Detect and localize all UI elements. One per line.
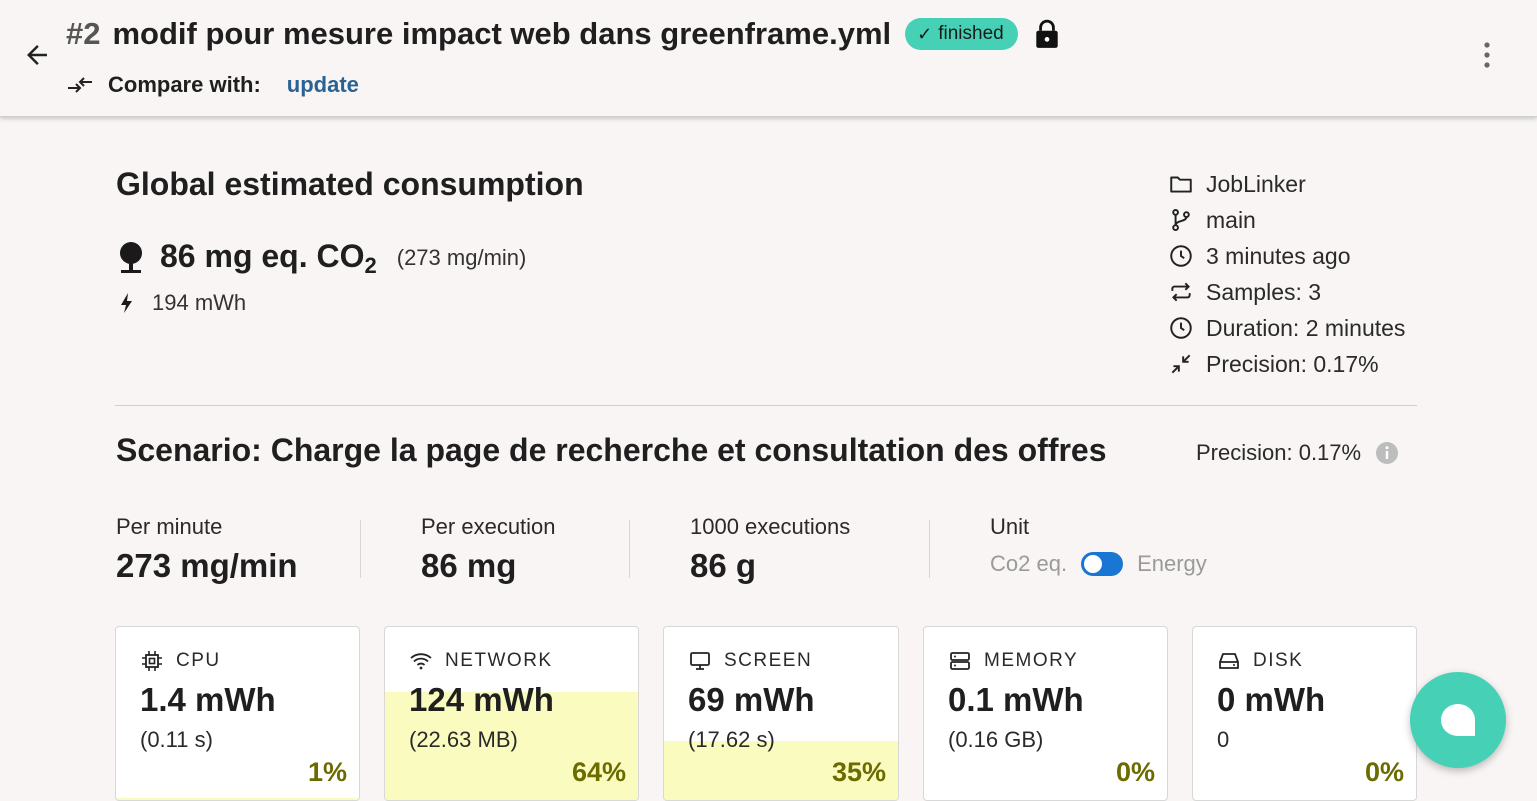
co2-rate: (273 mg/min) <box>396 245 527 270</box>
card-value: 0.1 mWh <box>948 681 1084 718</box>
page-title: modif pour mesure impact web dans greenf… <box>112 16 892 51</box>
card-detail: (0.11 s) <box>140 727 213 752</box>
scenario-precision: Precision: 0.17% <box>1196 438 1399 468</box>
stat-label: 1000 executions <box>690 514 851 539</box>
card-title: SCREEN <box>724 650 813 671</box>
compare-arrows-icon <box>68 77 92 93</box>
git-branch-icon <box>1172 209 1190 231</box>
card-cpu[interactable]: CPU 1.4 mWh (0.11 s) 1% <box>115 626 360 801</box>
meta-precision: Precision: 0.17% <box>1168 346 1405 382</box>
section-divider <box>115 405 1417 406</box>
stat-value: 86 mg <box>421 547 517 584</box>
card-title: DISK <box>1253 650 1304 671</box>
energy-value: 194 mWh <box>152 290 247 315</box>
unit-selector: Unit <box>990 512 1029 542</box>
meta-duration: Duration: 2 minutes <box>1168 310 1405 346</box>
bolt-icon <box>121 293 132 313</box>
monitor-icon <box>690 652 710 670</box>
card-memory[interactable]: MEMORY 0.1 mWh (0.16 GB) 0% <box>923 626 1168 801</box>
stat-value: 86 g <box>690 547 757 584</box>
top-bar: #2 modif pour mesure impact web dans gre… <box>0 0 1537 117</box>
info-icon[interactable] <box>1375 441 1399 465</box>
card-percent: 64% <box>571 757 626 787</box>
card-detail: (17.62 s) <box>688 727 775 752</box>
more-vert-icon[interactable] <box>1477 40 1497 70</box>
meta-project: JobLinker <box>1168 166 1405 202</box>
lock-icon <box>1036 19 1058 48</box>
compare-row: Compare with: update <box>66 70 359 100</box>
stat-1000-executions: 1000 executions 86 g <box>690 512 850 586</box>
run-meta-list: JobLinker main 3 minutes ago Samples: 3 … <box>1168 166 1405 382</box>
meta-samples: Samples: 3 <box>1168 274 1405 310</box>
card-detail: (22.63 MB) <box>409 727 518 752</box>
stat-divider <box>629 520 630 578</box>
cpu-icon <box>142 651 162 671</box>
tree-icon <box>120 242 142 273</box>
energy-row: 194 mWh <box>118 288 246 318</box>
card-title: NETWORK <box>445 650 553 671</box>
toggle-knob <box>1084 555 1103 573</box>
title-row: #2 modif pour mesure impact web dans gre… <box>66 14 1060 54</box>
card-detail: (0.16 GB) <box>948 727 1044 752</box>
disk-icon <box>1219 653 1239 669</box>
chat-bubble-icon <box>1441 704 1475 736</box>
card-percent: 1% <box>307 757 347 787</box>
unit-option-energy[interactable]: Energy <box>1137 551 1207 576</box>
wifi-icon <box>410 653 432 670</box>
card-header: MEMORY <box>948 647 1078 675</box>
card-share-fill <box>385 692 638 800</box>
card-header: NETWORK <box>409 647 553 675</box>
meta-branch: main <box>1168 202 1405 238</box>
compare-link[interactable]: update <box>286 72 359 97</box>
back-arrow-icon[interactable] <box>22 40 52 70</box>
status-badge: ✓ finished <box>905 18 1018 50</box>
card-title: CPU <box>176 650 221 671</box>
card-percent: 0% <box>1115 757 1155 787</box>
global-consumption-title: Global estimated consumption <box>116 166 584 202</box>
card-share-fill <box>116 798 359 800</box>
card-network[interactable]: NETWORK 124 mWh (22.63 MB) 64% <box>384 626 639 801</box>
card-detail: 0 <box>1217 727 1230 752</box>
unit-toggle-switch[interactable] <box>1081 552 1124 576</box>
stat-per-execution: Per execution 86 mg <box>421 512 556 586</box>
card-value: 1.4 mWh <box>140 681 276 718</box>
folder-icon <box>1170 176 1192 193</box>
card-share-fill <box>664 741 898 800</box>
card-value: 124 mWh <box>409 681 554 718</box>
unit-label: Unit <box>990 514 1030 539</box>
co2-row: 86 mg eq. CO2 (273 mg/min) <box>116 236 526 280</box>
stat-value: 273 mg/min <box>116 547 298 584</box>
card-value: 0 mWh <box>1217 681 1326 718</box>
stat-divider <box>929 520 930 578</box>
clock-icon <box>1170 317 1192 339</box>
stat-label: Per execution <box>421 514 556 539</box>
compare-label: Compare with: <box>108 72 261 97</box>
stat-label: Per minute <box>116 514 223 539</box>
repeat-icon <box>1171 282 1191 302</box>
card-disk[interactable]: DISK 0 mWh 0 0% <box>1192 626 1417 801</box>
meta-time: 3 minutes ago <box>1168 238 1405 274</box>
stat-per-minute: Per minute 273 mg/min <box>116 512 298 586</box>
card-screen[interactable]: SCREEN 69 mWh (17.62 s) 35% <box>663 626 899 801</box>
card-percent: 35% <box>831 757 886 787</box>
co2-value: 86 mg eq. CO2 <box>160 237 377 278</box>
unit-toggle-row: Co2 eq. Energy <box>990 548 1207 580</box>
card-header: DISK <box>1217 647 1303 675</box>
chat-button[interactable] <box>1410 672 1506 768</box>
memory-icon <box>950 652 970 670</box>
card-percent: 0% <box>1364 757 1404 787</box>
compress-arrows-icon <box>1171 354 1191 374</box>
stat-divider <box>360 520 361 578</box>
status-text: finished <box>938 23 1004 44</box>
check-icon: ✓ <box>917 23 933 44</box>
run-number: #2 <box>66 16 101 51</box>
card-header: CPU <box>140 647 221 675</box>
clock-icon <box>1170 245 1192 267</box>
scenario-title: Scenario: Charge la page de recherche et… <box>116 432 1107 468</box>
unit-option-co2[interactable]: Co2 eq. <box>990 551 1068 576</box>
card-value: 69 mWh <box>688 681 815 718</box>
card-header: SCREEN <box>688 647 812 675</box>
card-title: MEMORY <box>984 650 1079 671</box>
